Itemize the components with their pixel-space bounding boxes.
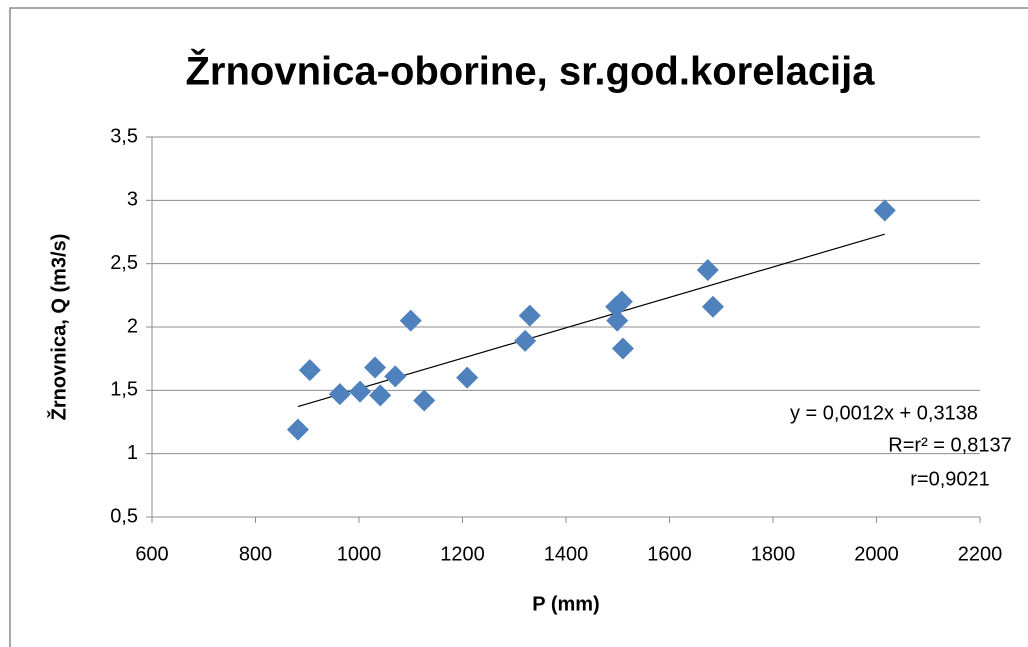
y-tick-label: 3,5 [110,125,138,147]
chart-title: Žrnovnica-oborine, sr.god.korelacija [185,48,875,94]
data-point [873,199,896,222]
trendline-annotation: R=r² = 0,8137 [888,434,1011,456]
x-tick-label: 600 [135,543,168,565]
trendline-annotation: y = 0,0012x + 0,3138 [790,402,978,424]
data-point [610,290,633,313]
data-point [606,309,629,332]
data-point [364,356,387,379]
x-tick-label: 2000 [854,543,899,565]
y-tick-label: 1,5 [110,379,138,401]
x-tick-label: 1400 [544,543,589,565]
y-tick-label: 2,5 [110,252,138,274]
y-tick-label: 0,5 [110,505,138,527]
y-tick-label: 2 [127,315,138,337]
x-tick-label: 2200 [958,543,1003,565]
y-axis-label: Žrnovnica, Q (m3/s) [46,234,70,421]
trendline-annotation: r=0,9021 [910,468,990,490]
x-axis-label: P (mm) [532,593,599,615]
data-point [298,359,321,382]
x-tick-label: 1800 [751,543,796,565]
data-point [456,366,479,389]
data-point [514,329,537,352]
y-tick-label: 3 [127,189,138,211]
data-point [286,418,309,441]
data-point [611,337,634,360]
data-point [696,259,719,281]
x-tick-label: 1200 [440,543,485,565]
data-point [384,365,407,388]
x-tick-label: 1600 [647,543,692,565]
x-tick-label: 800 [239,543,272,565]
data-point [518,304,541,327]
x-tick-label: 1000 [337,543,382,565]
data-point [349,380,372,403]
data-point [413,389,436,412]
data-point [369,384,392,407]
data-point [328,383,351,406]
y-tick-label: 1 [127,442,138,464]
data-point [399,309,422,332]
data-point [701,295,724,318]
